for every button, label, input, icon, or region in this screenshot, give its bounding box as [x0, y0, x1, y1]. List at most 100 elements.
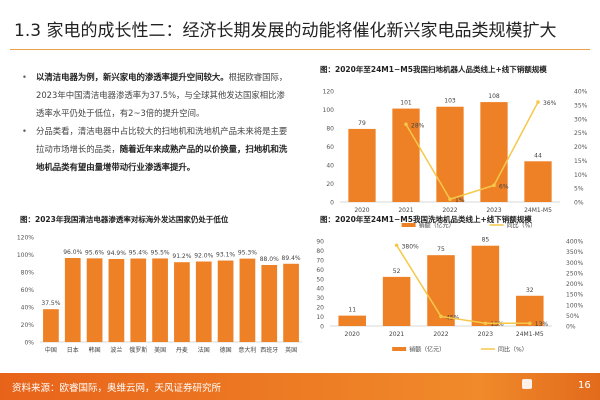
penetration-x-tick: 德国 [220, 346, 232, 354]
robot-vacuum-right-tick: 15% [574, 158, 588, 165]
floor-washer-line-label: 13% [490, 321, 504, 328]
penetration-bar-label: 94.9% [107, 250, 126, 257]
robot-vacuum-right-tick: 40% [574, 89, 588, 96]
penetration-x-tick: 美国 [154, 346, 166, 354]
penetration-left-tick: 120% [17, 235, 34, 242]
floor-washer-bar-label: 52 [393, 268, 401, 275]
robot-vacuum-legend-line-label: 同比（%） [507, 222, 537, 230]
robot-vacuum-bar-label: 103 [444, 98, 456, 105]
robot-vacuum-x-tick: 2020 [354, 207, 369, 214]
robot-vacuum-legend-bar-label: 销额（亿元） [419, 222, 455, 230]
floor-washer-bar [338, 315, 366, 326]
penetration-x-tick: 西班牙 [260, 346, 278, 354]
footer-bar: 资料来源：欧睿国际，奥维云网，天风证券研究所 16 [0, 373, 600, 400]
penetration-bar [195, 261, 212, 342]
penetration-bar-label: 95.5% [151, 249, 170, 256]
robot-vacuum-left-tick: 100 [323, 107, 335, 114]
floor-washer-bar-label: 75 [437, 246, 445, 253]
floor-washer-x-tick: 2022 [433, 331, 448, 338]
penetration-bar-label: 37.5% [41, 300, 60, 307]
robot-vacuum-bar [436, 106, 464, 202]
floor-washer-bar [382, 276, 411, 326]
robot-vacuum-bar [348, 128, 376, 202]
floor-washer-line-label: 13% [535, 321, 549, 328]
robot-vacuum-line-label: 28% [411, 122, 425, 129]
robot-vacuum-line-label: 6% [499, 183, 509, 190]
penetration-x-tick: 日本 [67, 346, 79, 354]
chart-title-robot-vacuum: 图：2020年至24M1−M5我国扫地机器人品类线上+线下销额规模 [320, 65, 547, 74]
penetration-bar [43, 309, 59, 342]
robot-vacuum-x-tick: 24M1-M5 [524, 207, 552, 214]
penetration-bar [64, 258, 81, 342]
floor-washer-right-tick: 350% [566, 249, 583, 256]
floor-washer-left-tick: 10 [316, 314, 324, 321]
penetration-bar-label: 89.4% [282, 255, 301, 262]
robot-vacuum-right-tick: 30% [574, 116, 588, 123]
source-note: 资料来源：欧睿国际，奥维云网，天风证券研究所 [12, 383, 222, 394]
floor-washer-left-tick: 60 [316, 267, 324, 274]
floor-washer-right-tick: 200% [566, 281, 583, 288]
robot-vacuum-bar-label: 44 [534, 152, 542, 159]
bullet-item: 分品类看，清洁电器中占比较大的扫地机和洗地机产品未来将是主要拉动市场增长的品类，… [22, 122, 292, 176]
penetration-x-tick: 波兰 [110, 346, 122, 354]
page-number: 16 [578, 380, 591, 391]
penetration-left-tick: 0% [24, 340, 34, 347]
robot-vacuum-x-tick: 2022 [442, 207, 457, 214]
floor-washer-legend-line-label: 同比（%） [498, 346, 528, 354]
floor-washer-x-tick: 2023 [478, 331, 493, 338]
robot-vacuum-bar-label: 79 [358, 120, 366, 127]
chart-title-floor-washer: 图：2020年至24M1−M5我国洗地机品类线上+线下销额规模 [320, 215, 532, 224]
penetration-x-tick: 法国 [198, 346, 210, 354]
robot-vacuum-line-label: 36% [543, 100, 557, 107]
floor-washer-left-tick: 0 [320, 324, 324, 331]
penetration-bar [108, 258, 125, 342]
bullet-text: 分品类看，清洁电器中占比较大的扫地机和洗地机产品未来将是主要拉动市场增长的品类， [36, 126, 288, 154]
penetration-bar [261, 265, 278, 342]
floor-washer-right-tick: 400% [566, 239, 583, 246]
floor-washer-right-tick: 100% [566, 302, 583, 309]
penetration-bar [86, 258, 103, 342]
robot-vacuum-x-tick: 2023 [486, 207, 501, 214]
penetration-bar-label: 96.0% [63, 249, 82, 256]
floor-washer-left-tick: 70 [316, 257, 324, 264]
robot-vacuum-left-tick: 20 [326, 181, 334, 188]
penetration-bar [152, 258, 168, 342]
floor-washer-bar-label: 85 [482, 237, 490, 244]
floor-washer-x-tick: 24M1-M5 [516, 331, 544, 338]
bullet-bold: 随着近年来成熟产品的以价换量，扫地机和洗地机品类有望由量增带动行业渗透率提升。 [36, 144, 288, 172]
page-title: 1.3 家电的成长性二：经济长期发展的动能将催化新兴家电品类规模扩大 [14, 21, 557, 41]
robot-vacuum-left-tick: 80 [326, 126, 334, 133]
robot-vacuum-left-tick: 0 [330, 200, 334, 207]
penetration-x-tick: 英国 [285, 346, 297, 354]
penetration-x-tick: 意大利 [238, 346, 256, 354]
floor-washer-left-tick: 20 [316, 305, 324, 312]
robot-vacuum-right-tick: 20% [574, 144, 588, 151]
penetration-bar [283, 263, 299, 342]
bullet-list: 以清洁电器为例，新兴家电的渗透率提升空间较大。根据欧睿国际，2023年中国清洁电… [22, 68, 292, 176]
floor-washer-right-tick: 300% [566, 260, 583, 267]
penetration-bar-label: 93.1% [216, 252, 235, 259]
penetration-bar-label: 91.2% [172, 253, 191, 260]
floor-washer-left-tick: 30 [316, 295, 324, 302]
robot-vacuum-right-tick: 0% [574, 200, 584, 207]
logo-icon [522, 379, 532, 389]
floor-washer-bar-label: 32 [526, 287, 534, 294]
robot-vacuum-bar-label: 108 [488, 93, 500, 100]
robot-vacuum-left-tick: 60 [326, 144, 334, 151]
robot-vacuum-line [405, 101, 539, 201]
floor-washer-left-tick: 80 [316, 248, 324, 255]
penetration-x-tick: 韩国 [89, 346, 101, 354]
robot-vacuum-left-tick: 40 [326, 163, 334, 170]
penetration-left-tick: 80% [21, 270, 35, 277]
charts-canvas: 0204060801001207920201012021103202210820… [17, 89, 588, 355]
penetration-bar [239, 258, 256, 342]
floor-washer-left-tick: 50 [316, 276, 324, 283]
penetration-bar-label: 92.0% [194, 253, 213, 260]
bullet-text: 根据欧睿国际，2023年中国清洁电器渗透率为37.5%，与全球其他发达国家相比渗… [36, 72, 288, 118]
robot-vacuum-right-tick: 5% [574, 186, 584, 193]
brand-logo [522, 379, 534, 389]
title-divider [10, 49, 590, 50]
penetration-x-tick: 丹麦 [176, 346, 188, 354]
penetration-left-tick: 60% [21, 287, 35, 294]
floor-washer-bar-label: 11 [348, 307, 356, 314]
